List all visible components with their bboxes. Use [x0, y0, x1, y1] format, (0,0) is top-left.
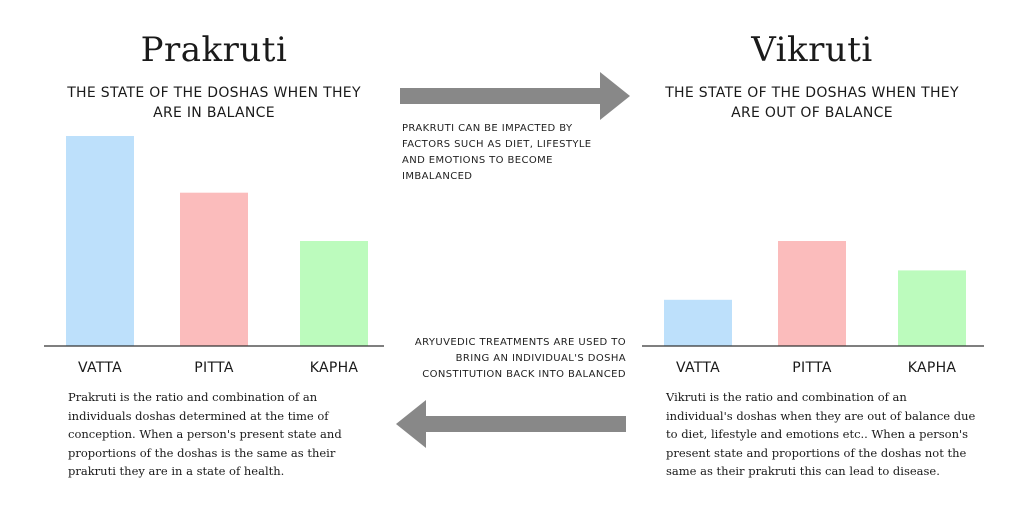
bar-pitta — [180, 192, 248, 346]
bar-kapha — [300, 241, 368, 346]
treatment-note: ARYUVEDIC TREATMENTS ARE USED TO BRING A… — [414, 337, 626, 380]
tick-label-kapha: KAPHA — [310, 360, 359, 376]
prakruti-subtitle: THE STATE OF THE DOSHAS WHEN THEY ARE IN… — [67, 85, 361, 121]
arrow-right-shape — [400, 72, 630, 120]
vikruti-title: Vikruti — [751, 30, 873, 70]
tick-label-pitta: PITTA — [792, 360, 832, 376]
bar-kapha — [898, 270, 966, 346]
tick-label-vatta: VATTA — [78, 360, 122, 376]
tick-label-pitta: PITTA — [194, 360, 234, 376]
arrow-left-icon — [396, 400, 626, 448]
arrow-left-shape — [396, 400, 626, 448]
bar-pitta — [778, 241, 846, 346]
prakruti-description: Prakruti is the ratio and combination of… — [68, 390, 342, 478]
tick-label-vatta: VATTA — [676, 360, 720, 376]
arrow-right-icon — [400, 72, 630, 120]
imbalance-note: PRAKRUTI CAN BE IMPACTED BY FACTORS SUCH… — [402, 123, 592, 182]
vikruti-description: Vikruti is the ratio and combination of … — [666, 390, 976, 478]
bar-vatta — [66, 136, 134, 346]
prakruti-bar-chart: VATTA PITTA KAPHA — [44, 136, 384, 376]
bar-vatta — [664, 299, 732, 346]
vikruti-bar-chart: VATTA PITTA KAPHA — [642, 241, 984, 376]
tick-label-kapha: KAPHA — [908, 360, 957, 376]
prakruti-title: Prakruti — [140, 30, 288, 70]
vikruti-subtitle: THE STATE OF THE DOSHAS WHEN THEY ARE OU… — [665, 85, 959, 121]
